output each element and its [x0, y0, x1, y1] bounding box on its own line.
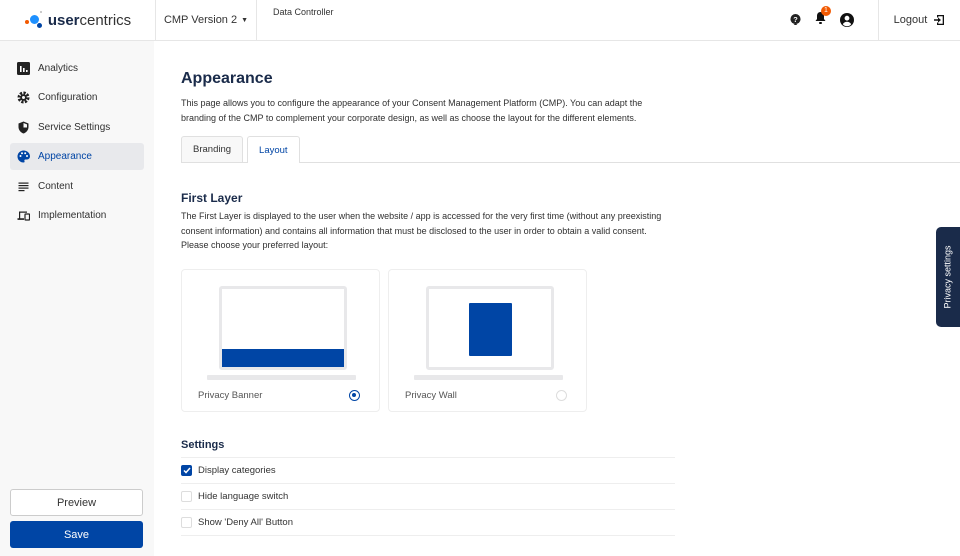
shield-icon — [18, 121, 29, 134]
sidebar-item-configuration[interactable]: Configuration — [10, 84, 144, 111]
tabs: Branding Layout — [181, 136, 960, 163]
setting-hide-language-switch[interactable]: Hide language switch — [181, 484, 675, 510]
caret-down-icon: ▼ — [241, 16, 249, 24]
privacy-settings-tab[interactable]: Privacy settings — [936, 227, 960, 327]
tab-branding[interactable]: Branding — [181, 136, 244, 162]
data-controller-label: Data Controller — [273, 7, 334, 17]
sidebar: Analytics Configuration Service Settings… — [0, 41, 154, 556]
privacy-banner-radio[interactable] — [349, 389, 360, 401]
logout-icon — [934, 15, 945, 25]
help-icon[interactable]: ? — [790, 14, 801, 26]
cmp-version-dropdown[interactable]: CMP Version 2 ▼ — [156, 0, 257, 40]
save-button[interactable]: Save — [10, 521, 143, 548]
preview-button[interactable]: Preview — [10, 489, 143, 516]
checkbox[interactable] — [181, 516, 192, 528]
notifications-button[interactable]: 1 — [815, 6, 831, 29]
sidebar-item-service-settings[interactable]: Service Settings — [10, 114, 144, 141]
usercentrics-logo[interactable]: usercentrics — [0, 0, 156, 40]
tab-layout[interactable]: Layout — [247, 136, 300, 163]
laptop-illustration — [426, 285, 554, 370]
devices-icon — [17, 211, 30, 221]
checkbox-checked[interactable] — [181, 464, 192, 476]
sidebar-item-analytics[interactable]: Analytics — [10, 55, 144, 82]
privacy-wall-radio[interactable] — [556, 389, 567, 401]
first-layer-title: First Layer — [181, 191, 243, 205]
notification-badge: 1 — [821, 6, 831, 16]
laptop-illustration — [219, 285, 347, 370]
sidebar-item-appearance[interactable]: Appearance — [10, 143, 144, 171]
checkbox[interactable] — [181, 490, 192, 502]
setting-show-deny-all[interactable]: Show 'Deny All' Button — [181, 510, 675, 536]
gear-icon — [17, 91, 30, 104]
palette-icon — [17, 150, 30, 163]
setting-display-categories[interactable]: Display categories — [181, 458, 675, 484]
settings-title: Settings — [181, 439, 675, 458]
bar-chart-icon — [17, 62, 30, 75]
logout-button[interactable]: Logout — [878, 0, 960, 40]
top-header: usercentrics CMP Version 2 ▼ Data Control… — [0, 0, 960, 41]
page-title: Appearance — [181, 70, 273, 87]
layout-option-privacy-banner[interactable]: Privacy Banner — [181, 268, 380, 412]
logo-dots-icon — [24, 10, 46, 30]
user-account-icon[interactable] — [840, 13, 854, 27]
lines-icon — [18, 182, 29, 191]
sidebar-item-content[interactable]: Content — [10, 173, 144, 200]
page-description: This page allows you to configure the ap… — [181, 98, 643, 123]
first-layer-description: The First Layer is displayed to the user… — [181, 211, 662, 250]
sidebar-item-implementation[interactable]: Implementation — [10, 202, 144, 229]
layout-option-privacy-wall[interactable]: Privacy Wall — [388, 268, 587, 412]
main-content: Appearance This page allows you to confi… — [181, 41, 960, 536]
svg-text:?: ? — [793, 15, 798, 24]
